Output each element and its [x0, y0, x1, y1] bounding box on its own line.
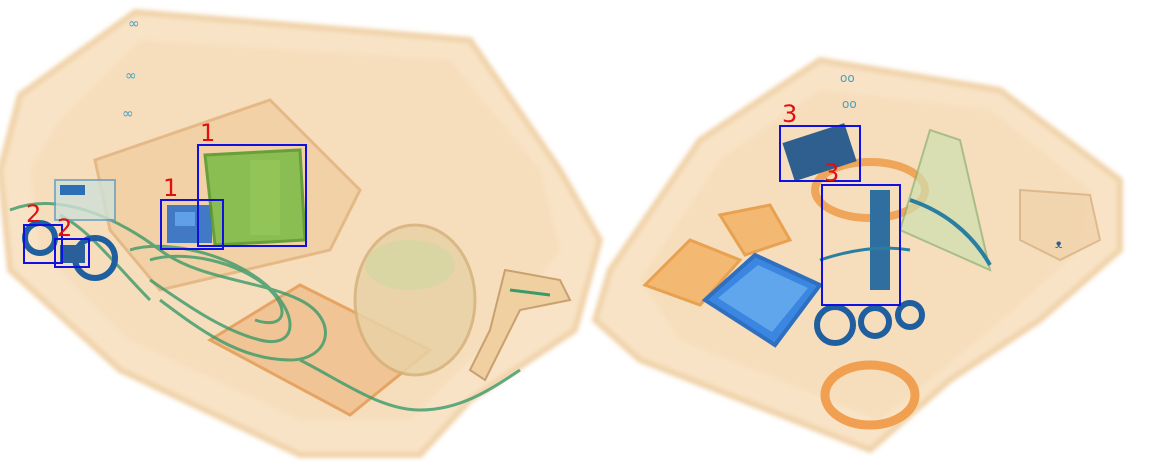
detection-label-3a: 3 [782, 100, 798, 128]
svg-text:oo: oo [842, 97, 857, 111]
detection-label-3b: 3 [824, 159, 840, 187]
svg-text:∞: ∞ [122, 106, 134, 122]
detection-box-3a [779, 125, 861, 182]
detection-label-1b: 1 [163, 174, 179, 202]
detection-label-2: 2 [26, 200, 42, 228]
svg-text:∞: ∞ [128, 16, 140, 32]
detection-label-1a: 1 [200, 119, 216, 147]
svg-text:oo: oo [840, 71, 855, 85]
detection-box-2b [54, 238, 90, 268]
detection-box-3b [821, 184, 901, 306]
svg-text:∞: ∞ [125, 68, 137, 84]
detection-box-2 [23, 224, 63, 264]
right-suitcase: ᴥ oo oo [591, 56, 1123, 454]
detection-box-1b [160, 199, 224, 250]
svg-text:ᴥ: ᴥ [1055, 237, 1063, 251]
detection-label-2b: 2 [57, 214, 73, 242]
detection-box-1a [197, 144, 307, 247]
